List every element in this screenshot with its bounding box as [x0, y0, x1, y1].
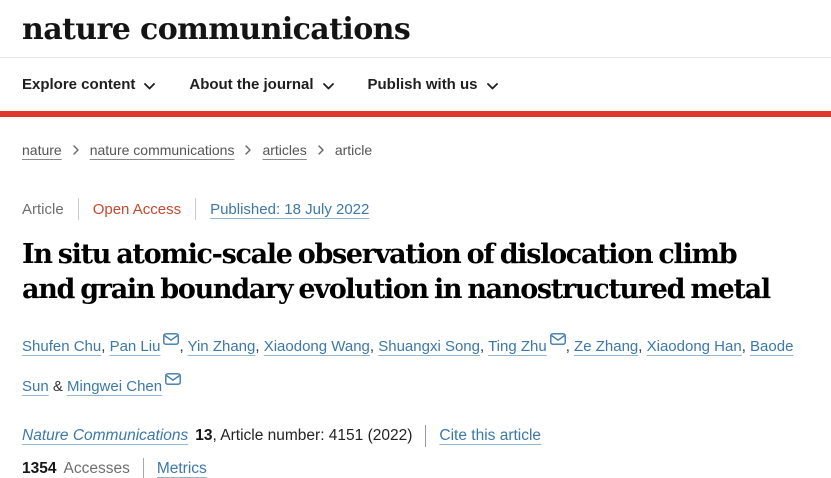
- author-link[interactable]: Yin Zhang: [187, 338, 256, 355]
- meta-separator: [77, 198, 79, 220]
- nav-explore-content-label: Explore content: [22, 76, 136, 93]
- accesses-count: 1354: [22, 459, 57, 477]
- chevron-right-icon: [245, 145, 252, 155]
- article-meta-row: Article Open Access Published: 18 July 2…: [22, 198, 809, 220]
- author-separator: &: [48, 378, 68, 395]
- author-separator: ,: [565, 338, 575, 355]
- nav-publish-with-us[interactable]: Publish with us: [368, 75, 498, 94]
- metrics-separator: [142, 458, 144, 478]
- email-envelope-icon[interactable]: [549, 324, 566, 358]
- author-link[interactable]: Xiaodong Han: [646, 338, 742, 355]
- author-separator: ,: [741, 338, 751, 355]
- author-separator: ,: [101, 338, 110, 355]
- chevron-right-icon: [318, 145, 324, 155]
- breadcrumb-link-articles[interactable]: articles: [262, 142, 307, 158]
- citation-row: Nature Communications 13 , Article numbe…: [22, 425, 809, 447]
- nav-about-the-journal-label: About the journal: [189, 76, 314, 93]
- breadcrumb-link-nature-communications[interactable]: nature communications: [89, 142, 235, 158]
- author-link[interactable]: Ting Zhu: [488, 338, 547, 355]
- nature-communications-logo[interactable]: nature communications: [22, 12, 411, 47]
- metrics-link[interactable]: Metrics: [156, 459, 207, 477]
- article-number-text: , Article number: 4151 (2022): [212, 427, 413, 444]
- breadcrumb: nature nature communications articles ar…: [22, 142, 809, 158]
- article-title: In situ atomic-scale observation of disl…: [22, 237, 809, 307]
- author-list: Shufen Chu, Pan Liu, Yin Zhang, Xiaodong…: [22, 324, 809, 404]
- breadcrumb-link-nature[interactable]: nature: [22, 142, 62, 158]
- email-envelope-icon[interactable]: [163, 324, 180, 358]
- cite-this-article-link[interactable]: Cite this article: [439, 427, 542, 444]
- chevron-down-icon: [486, 77, 498, 94]
- author-separator: ,: [255, 338, 264, 355]
- author-link[interactable]: Xiaodong Wang: [263, 338, 370, 355]
- breadcrumb-current-article: article: [334, 142, 373, 158]
- citation-separator: [425, 425, 427, 447]
- accesses-label: Accesses: [63, 459, 130, 477]
- author-link[interactable]: Baode Sun: [22, 338, 794, 395]
- email-envelope-icon[interactable]: [165, 364, 181, 398]
- article-header-main: nature nature communications articles ar…: [0, 142, 831, 478]
- brand-red-bar: [0, 111, 831, 117]
- author-separator: ,: [369, 338, 379, 355]
- article-type-label: Article: [22, 200, 64, 218]
- author-link[interactable]: Ze Zhang: [574, 338, 639, 355]
- author-link[interactable]: Shufen Chu: [22, 338, 102, 355]
- published-date-link[interactable]: Published: 18 July 2022: [210, 200, 370, 218]
- author-separator: ,: [479, 338, 489, 355]
- meta-separator: [195, 198, 197, 220]
- author-link[interactable]: Shuangxi Song: [378, 338, 480, 355]
- author-link[interactable]: Pan Liu: [109, 338, 161, 355]
- chevron-right-icon: [73, 145, 79, 155]
- author-separator: ,: [179, 338, 188, 355]
- header-divider: [0, 57, 831, 58]
- chevron-down-icon: [144, 77, 156, 94]
- author-separator: ,: [638, 338, 647, 355]
- nav-about-the-journal[interactable]: About the journal: [189, 75, 334, 94]
- article-title-line1: In situ atomic-scale observation of disl…: [22, 239, 738, 270]
- main-nav: Explore content About the journal Publis…: [0, 58, 831, 111]
- nav-explore-content[interactable]: Explore content: [22, 75, 156, 94]
- volume-number: 13: [195, 427, 213, 444]
- journal-link[interactable]: Nature Communications: [22, 427, 189, 444]
- site-header: nature communications Explore content Ab…: [0, 0, 831, 117]
- metrics-row: 1354 Accesses Metrics: [22, 458, 809, 478]
- article-title-line2: and grain boundary evolution in nanostru…: [22, 274, 771, 305]
- author-link[interactable]: Mingwei Chen: [67, 378, 163, 395]
- chevron-down-icon: [322, 77, 334, 94]
- open-access-label: Open Access: [92, 200, 182, 218]
- nav-publish-with-us-label: Publish with us: [367, 76, 478, 93]
